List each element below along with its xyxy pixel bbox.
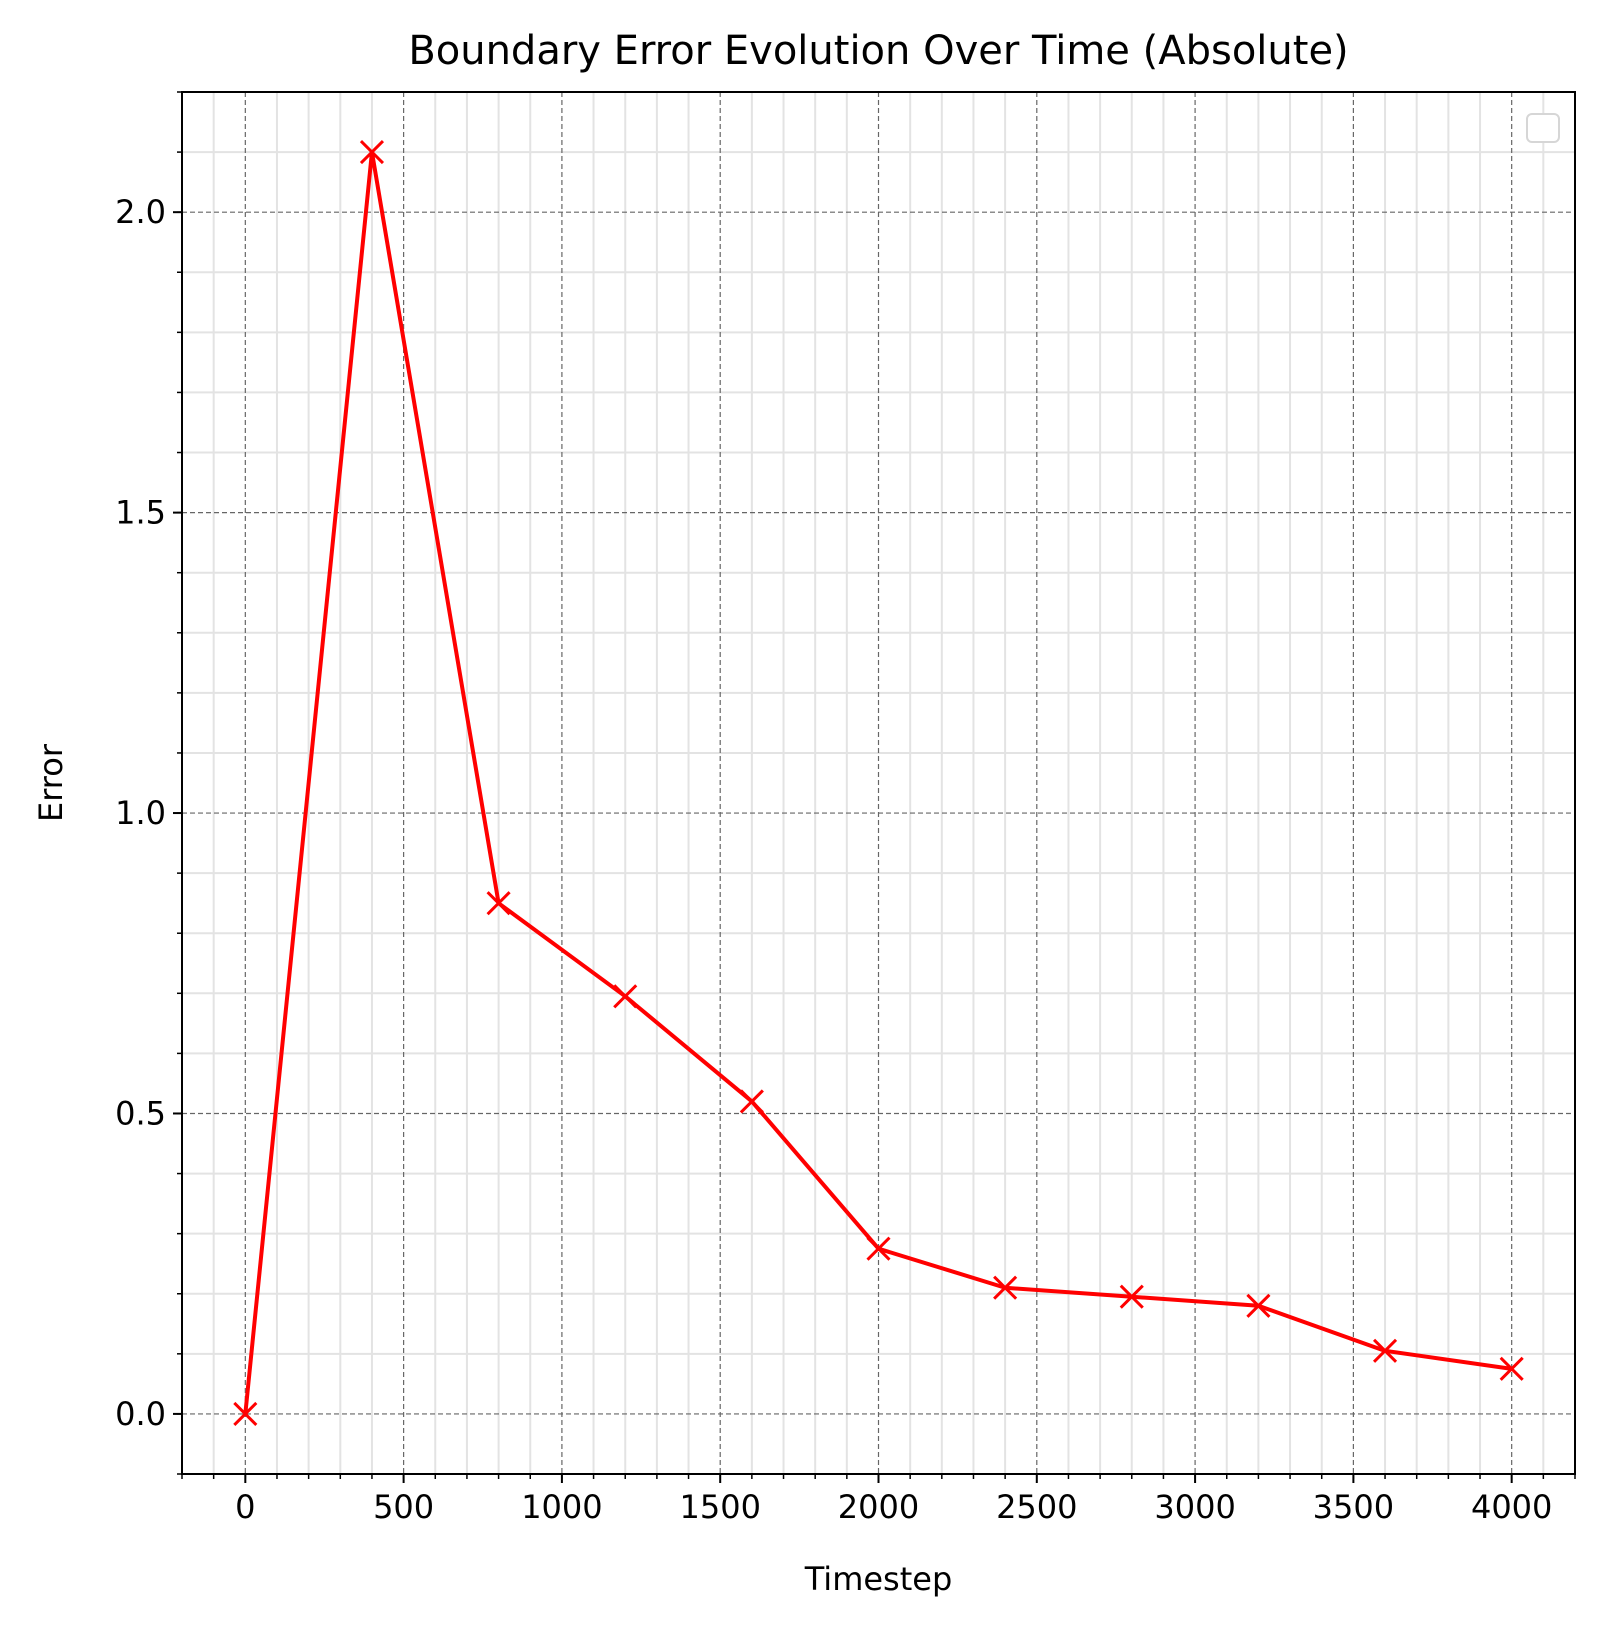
legend-box: [1526, 113, 1560, 143]
y-tick-label: 2.0: [115, 193, 166, 231]
chart-title: Boundary Error Evolution Over Time (Abso…: [408, 28, 1348, 74]
major-grid: [182, 92, 1575, 1474]
axis-ticks: [173, 91, 1576, 1483]
data-point-marker: [1499, 1356, 1524, 1381]
data-point-marker: [1246, 1293, 1271, 1318]
y-tick-label: 0.5: [115, 1094, 166, 1132]
data-point-marker: [613, 984, 638, 1009]
x-tick-label: 500: [373, 1488, 434, 1526]
x-tick-label: 0: [235, 1488, 255, 1526]
y-tick-label: 1.0: [115, 794, 166, 832]
y-tick-label: 0.0: [115, 1395, 166, 1433]
x-tick-label: 3000: [1154, 1488, 1235, 1526]
data-point-marker: [359, 140, 385, 165]
x-tick-label: 2500: [996, 1488, 1077, 1526]
y-tick-label: 1.5: [115, 494, 166, 532]
x-tick-label: 2000: [838, 1488, 919, 1526]
x-axis-label: Timestep: [804, 1560, 953, 1598]
data-point-marker: [1372, 1338, 1398, 1363]
series-layer: [233, 140, 1524, 1426]
data-point-marker: [739, 1089, 764, 1114]
tick-labels: 0 500 1000 1500 2000 2500 3000 3500 4000 0.0 0.5 1.…: [115, 193, 1552, 1526]
x-tick-label: 3500: [1313, 1488, 1394, 1526]
data-point-marker: [866, 1236, 891, 1261]
data-point-marker: [1119, 1284, 1144, 1309]
data-point-marker: [993, 1275, 1018, 1300]
y-axis-label: Error: [32, 743, 70, 822]
data-point-marker: [486, 891, 511, 916]
x-tick-label: 1500: [679, 1488, 760, 1526]
x-tick-label: 4000: [1471, 1488, 1552, 1526]
x-tick-label: 1000: [521, 1488, 602, 1526]
minor-grid: [181, 91, 1576, 1475]
data-point-marker: [233, 1401, 258, 1426]
